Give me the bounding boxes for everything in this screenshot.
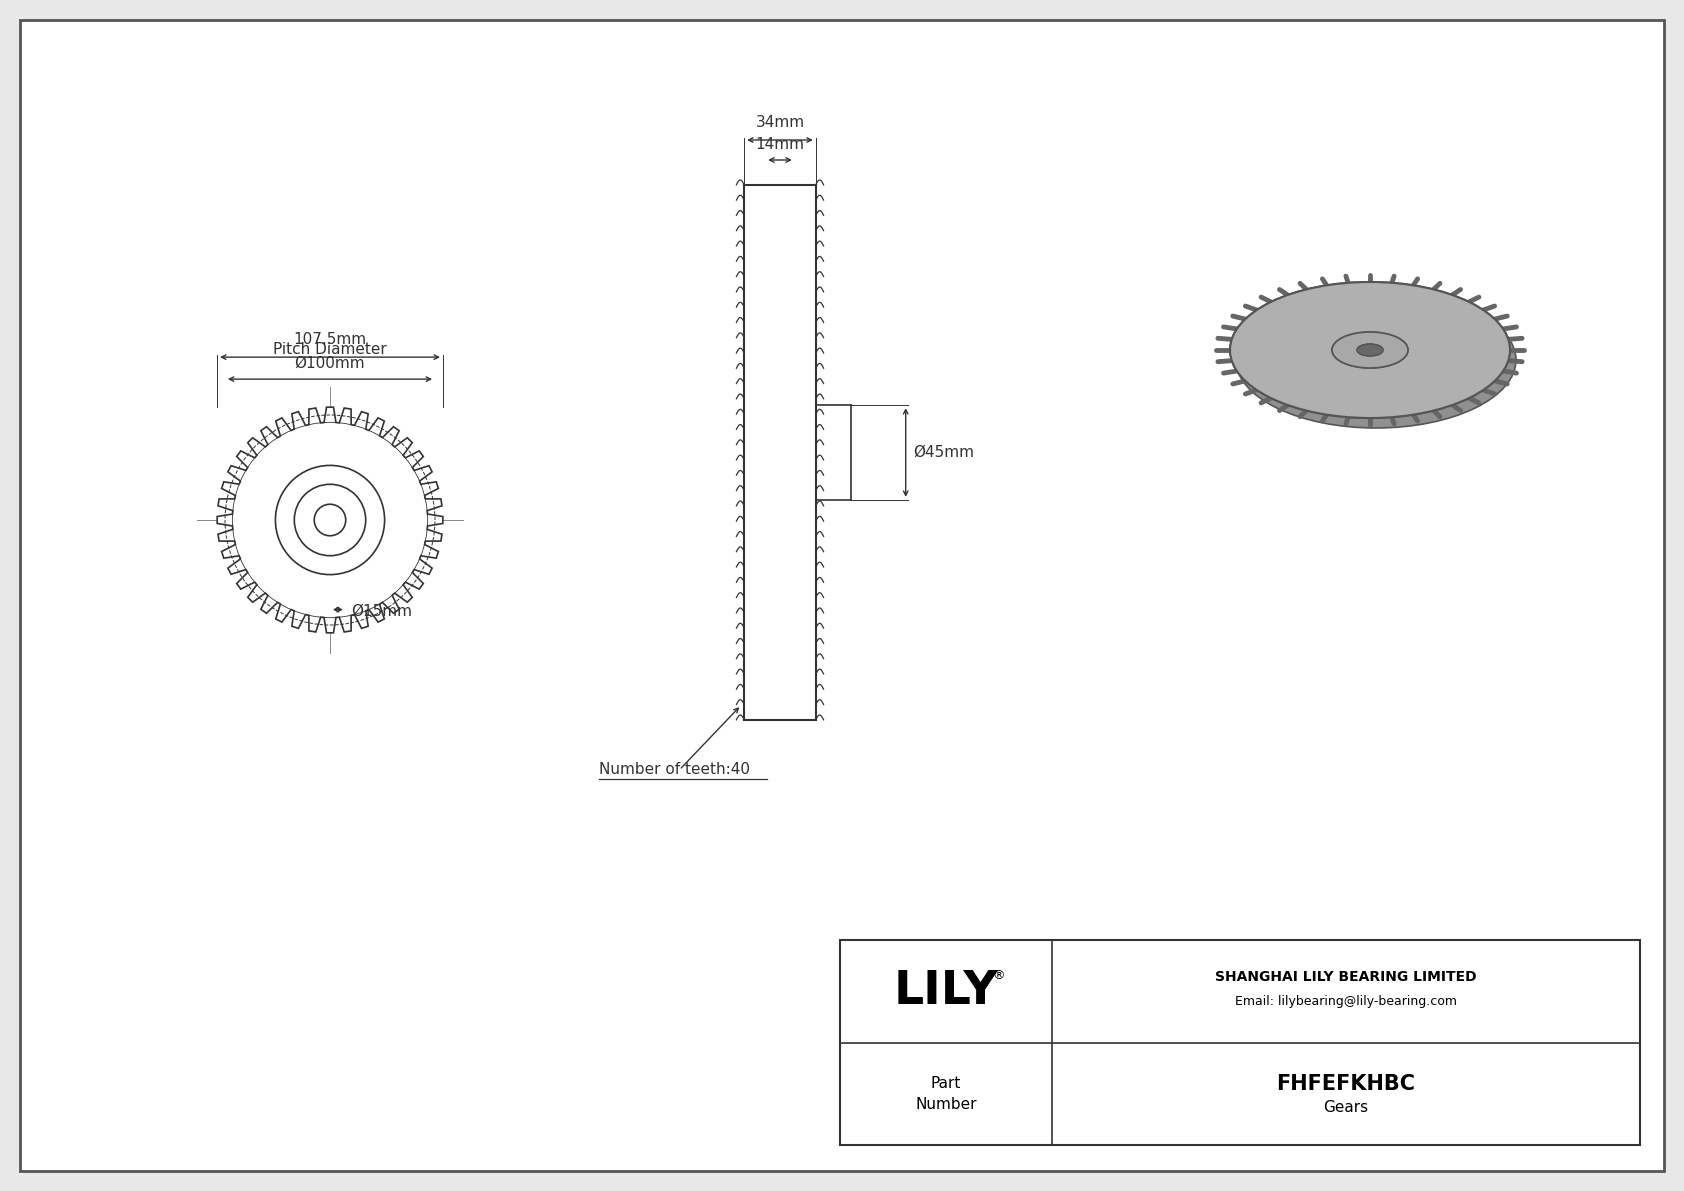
Circle shape — [295, 485, 365, 556]
Text: Ø100mm: Ø100mm — [295, 356, 365, 372]
Text: Number of teeth:40: Number of teeth:40 — [600, 762, 751, 778]
Text: Part
Number: Part Number — [914, 1075, 977, 1111]
Text: 107.5mm: 107.5mm — [293, 332, 367, 347]
Text: Gears: Gears — [1324, 1100, 1369, 1115]
Circle shape — [315, 504, 345, 536]
Ellipse shape — [1229, 282, 1511, 418]
Polygon shape — [217, 407, 443, 632]
Ellipse shape — [1332, 332, 1408, 368]
Text: ®: ® — [992, 968, 1004, 981]
Text: SHANGHAI LILY BEARING LIMITED: SHANGHAI LILY BEARING LIMITED — [1216, 971, 1477, 984]
Ellipse shape — [1357, 344, 1383, 356]
Text: FHFEFKHBC: FHFEFKHBC — [1276, 1074, 1416, 1093]
Ellipse shape — [1332, 332, 1408, 368]
Text: 34mm: 34mm — [756, 116, 805, 130]
Circle shape — [276, 466, 384, 574]
Ellipse shape — [1229, 282, 1511, 418]
Text: LILY: LILY — [894, 968, 999, 1014]
Bar — [840, 940, 1640, 1145]
Ellipse shape — [1357, 344, 1383, 356]
Text: Ø45mm: Ø45mm — [914, 445, 975, 460]
Text: 14mm: 14mm — [756, 137, 805, 152]
Ellipse shape — [1236, 292, 1516, 428]
Text: Ø15mm: Ø15mm — [350, 604, 413, 619]
Text: Pitch Diameter: Pitch Diameter — [273, 342, 387, 357]
Text: Email: lilybearing@lily-bearing.com: Email: lilybearing@lily-bearing.com — [1234, 994, 1457, 1008]
